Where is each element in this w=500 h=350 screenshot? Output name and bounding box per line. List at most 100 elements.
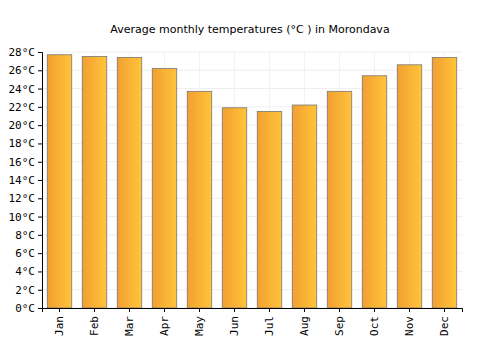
y-tick-label: 8°C <box>15 229 35 242</box>
y-tick-mark <box>38 180 42 181</box>
x-tick-mark <box>129 308 130 312</box>
bar <box>47 55 72 308</box>
y-tick: 20°C <box>9 119 43 132</box>
y-tick-mark <box>38 143 42 144</box>
x-tick-mark <box>59 308 60 312</box>
x-axis: Jan Feb Mar Apr May Jun Jul Aug Sep Oct Nov Dec <box>43 308 463 336</box>
x-tick-mark <box>444 308 445 312</box>
x-tick: Jul <box>263 308 276 336</box>
y-tick-label: 0°C <box>15 302 35 315</box>
y-axis-line <box>38 53 43 309</box>
y-tick: 22°C <box>9 101 43 114</box>
y-tick-label: 24°C <box>9 83 36 96</box>
y-tick: 26°C <box>9 64 43 77</box>
y-tick-mark <box>38 89 42 90</box>
y-tick: 12°C <box>9 192 43 205</box>
grid-line <box>42 52 462 53</box>
bars <box>47 55 457 308</box>
bar <box>397 65 422 308</box>
grid <box>42 52 462 308</box>
x-tick-label: Apr <box>158 316 171 336</box>
x-tick: Jun <box>228 308 241 336</box>
x-tick: Apr <box>158 308 171 336</box>
x-tick-label: Sep <box>333 316 346 336</box>
y-tick-label: 28°C <box>9 46 36 59</box>
bar <box>82 57 107 308</box>
title: Average monthly temperatures (°C ) in Mo… <box>110 23 389 36</box>
y-tick: 18°C <box>9 137 43 150</box>
y-tick-label: 4°C <box>15 265 35 278</box>
x-axis-line <box>43 309 463 313</box>
x-tick: Dec <box>438 308 451 336</box>
y-tick: 2°C <box>15 284 42 297</box>
y-tick: 14°C <box>9 174 43 187</box>
y-tick-mark <box>38 308 42 309</box>
x-tick-label: Jun <box>228 316 241 336</box>
x-tick-label: Mar <box>123 316 136 336</box>
y-tick-mark <box>38 162 42 163</box>
y-tick-mark <box>38 52 42 53</box>
x-tick: Oct <box>368 308 381 336</box>
y-tick-label: 14°C <box>9 174 36 187</box>
bar <box>432 57 457 308</box>
x-tick: Aug <box>298 308 311 336</box>
y-tick-mark <box>38 125 42 126</box>
y-tick-mark <box>38 290 42 291</box>
x-tick-mark <box>339 308 340 312</box>
bar <box>327 91 352 308</box>
y-tick-label: 12°C <box>9 192 36 205</box>
y-tick-mark <box>38 271 42 272</box>
y-tick: 6°C <box>15 247 42 260</box>
y-tick-mark <box>38 253 42 254</box>
y-tick-label: 26°C <box>9 64 36 77</box>
x-tick-mark <box>94 308 95 312</box>
y-tick-label: 10°C <box>9 211 36 224</box>
x-tick-mark <box>374 308 375 312</box>
x-tick-mark <box>269 308 270 312</box>
y-tick-label: 20°C <box>9 119 36 132</box>
x-tick-label: Jul <box>263 316 276 336</box>
x-tick-mark <box>409 308 410 312</box>
bar <box>187 91 212 308</box>
x-tick: Jan <box>53 308 66 336</box>
x-tick: Nov <box>403 308 416 336</box>
x-tick: Mar <box>123 308 136 336</box>
y-tick: 16°C <box>9 156 43 169</box>
x-tick-label: Aug <box>298 316 311 336</box>
y-tick-mark <box>38 217 42 218</box>
bar <box>222 108 247 308</box>
y-tick: 8°C <box>15 229 42 242</box>
y-tick-label: 18°C <box>9 137 36 150</box>
chart: Average monthly temperatures (°C ) in Mo… <box>0 0 500 350</box>
x-tick-mark <box>164 308 165 312</box>
bar <box>117 57 142 308</box>
plot: 0°C 2°C 4°C 6°C 8°C 10°C 12°C 14°C 16°C 18°C 20°C 2… <box>9 46 463 336</box>
y-tick-label: 22°C <box>9 101 36 114</box>
bar <box>292 105 317 308</box>
x-tick-label: Nov <box>403 316 416 336</box>
y-tick-mark <box>38 198 42 199</box>
x-tick-mark <box>199 308 200 312</box>
x-tick: Feb <box>88 308 101 336</box>
y-tick-label: 6°C <box>15 247 35 260</box>
x-tick: May <box>193 308 206 336</box>
x-tick-label: Jan <box>53 316 66 336</box>
y-tick: 28°C <box>9 46 43 59</box>
bar <box>362 76 387 308</box>
bar <box>257 111 282 308</box>
x-tick-label: Oct <box>368 316 381 336</box>
y-tick-mark <box>38 70 42 71</box>
x-tick-mark <box>234 308 235 312</box>
x-tick: Sep <box>333 308 346 336</box>
y-axis: 0°C 2°C 4°C 6°C 8°C 10°C 12°C 14°C 16°C 18°C 20°C 2… <box>9 46 43 315</box>
y-tick: 4°C <box>15 265 42 278</box>
y-tick-mark <box>38 235 42 236</box>
x-tick-mark <box>304 308 305 312</box>
bar <box>152 68 177 308</box>
x-tick-label: Dec <box>438 316 451 336</box>
y-tick-label: 16°C <box>9 156 36 169</box>
x-tick-label: May <box>193 316 206 336</box>
y-tick: 24°C <box>9 83 43 96</box>
y-tick-label: 2°C <box>15 284 35 297</box>
x-tick-label: Feb <box>88 316 101 336</box>
